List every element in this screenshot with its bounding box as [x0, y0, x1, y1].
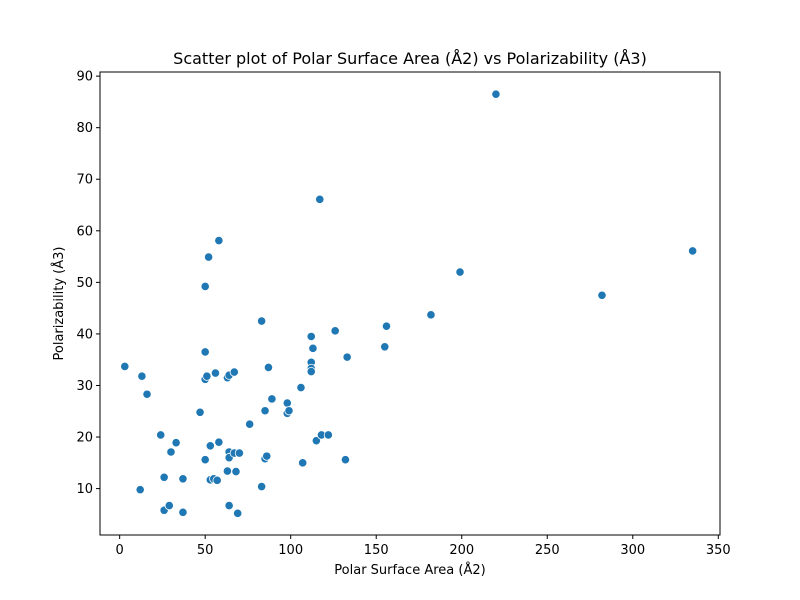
data-point: [200, 347, 210, 357]
data-point: [204, 252, 214, 262]
data-point: [688, 246, 698, 256]
data-point: [311, 436, 321, 446]
data-point: [308, 343, 318, 353]
chart-title: Scatter plot of Polar Surface Area (Å2) …: [173, 49, 647, 68]
data-point: [262, 451, 272, 461]
data-point: [257, 481, 267, 492]
data-point: [284, 406, 294, 416]
data-point: [455, 267, 465, 277]
y-tick-label: 80: [76, 121, 93, 136]
x-tick-label: 50: [197, 543, 214, 558]
data-point: [306, 366, 316, 377]
data-point: [282, 398, 292, 408]
data-point: [205, 441, 215, 451]
x-tick-label: 0: [116, 543, 124, 558]
data-point: [202, 371, 212, 381]
data-point: [381, 321, 392, 331]
data-point: [267, 394, 277, 404]
y-tick-label: 20: [76, 431, 93, 446]
data-point: [214, 235, 224, 246]
data-point: [380, 342, 390, 352]
data-point: [426, 310, 436, 320]
y-tick-label: 60: [76, 224, 93, 239]
data-point: [200, 281, 210, 292]
points-layer: [120, 89, 698, 518]
data-point: [159, 472, 169, 482]
data-point: [178, 507, 188, 517]
data-point: [315, 194, 325, 204]
data-point: [234, 448, 244, 458]
data-point: [257, 316, 267, 326]
plot-frame: [99, 71, 721, 536]
data-point: [164, 501, 174, 511]
y-tick-label: 10: [76, 482, 93, 497]
x-axis-label: Polar Surface Area (Å2): [334, 562, 485, 578]
data-point: [233, 508, 243, 518]
x-tick-label: 200: [449, 543, 474, 558]
data-point: [330, 326, 340, 336]
data-point: [178, 474, 188, 484]
data-point: [195, 407, 205, 417]
x-tick-label: 100: [278, 543, 303, 558]
data-point: [597, 290, 607, 300]
x-tick-label: 300: [620, 543, 645, 558]
data-point: [171, 438, 181, 448]
data-point: [229, 367, 239, 377]
y-tick-label: 50: [76, 276, 93, 291]
y-tick-label: 40: [76, 327, 93, 342]
x-axis-ticks: 0 50 100 150 200 250 300 350: [116, 535, 731, 558]
data-point: [340, 455, 351, 465]
data-point: [142, 389, 152, 399]
data-point: [135, 485, 145, 495]
y-axis-label: Polarizability (Å3): [51, 247, 67, 361]
data-point: [296, 382, 306, 393]
data-point: [491, 89, 501, 99]
data-point: [120, 361, 130, 372]
data-point: [306, 331, 316, 342]
data-point: [231, 466, 241, 477]
data-point: [260, 406, 270, 416]
data-point: [323, 430, 333, 440]
data-point: [210, 368, 221, 378]
data-point: [214, 437, 224, 447]
y-axis-ticks: 10 20 30 40 50 60 70 80 90: [76, 70, 100, 497]
y-tick-label: 70: [76, 173, 93, 188]
x-tick-label: 150: [364, 543, 389, 558]
x-tick-label: 250: [535, 543, 560, 558]
data-point: [156, 430, 166, 440]
x-tick-label: 350: [706, 543, 731, 558]
data-point: [200, 455, 210, 465]
data-point: [212, 475, 222, 485]
y-tick-label: 30: [76, 379, 93, 394]
data-point: [342, 352, 352, 362]
data-point: [137, 371, 147, 381]
data-point: [263, 362, 274, 373]
y-tick-label: 90: [76, 70, 93, 85]
data-point: [166, 447, 176, 457]
data-point: [222, 466, 233, 476]
data-point: [224, 501, 234, 511]
data-point: [298, 458, 308, 468]
data-point: [245, 419, 255, 429]
